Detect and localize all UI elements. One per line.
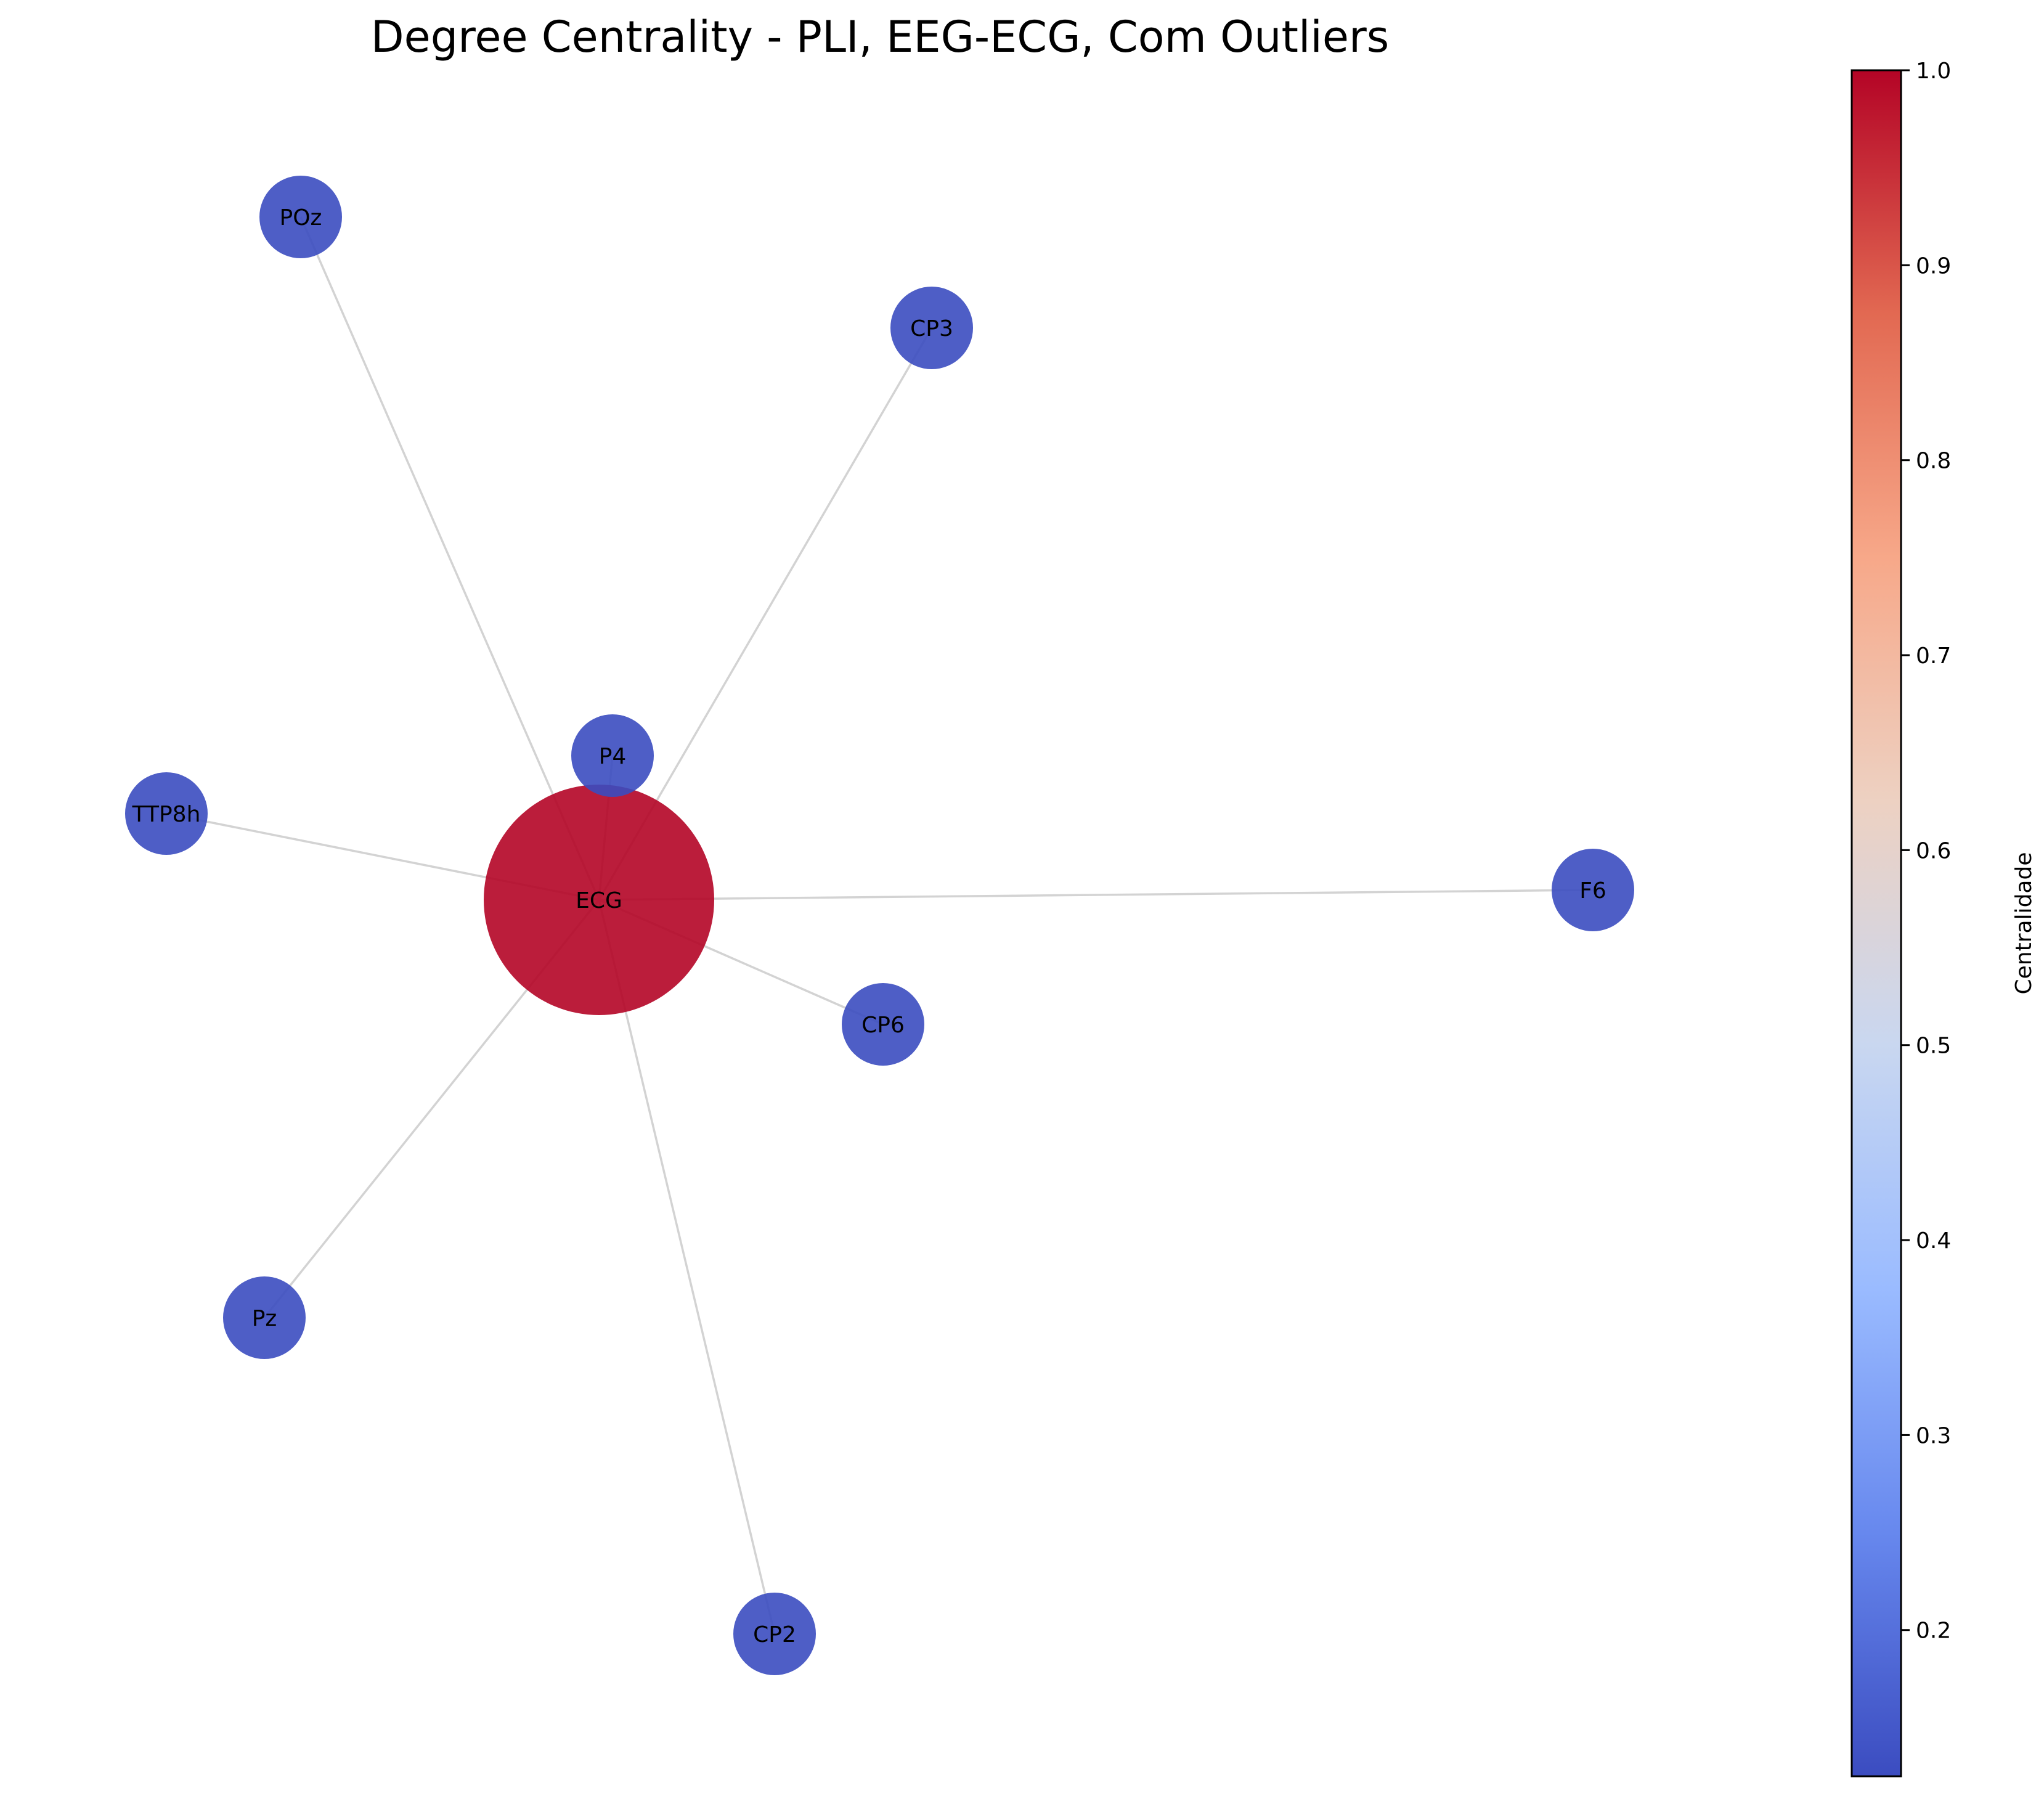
colorbar-tick-label: 0.4 [1916,1228,1951,1254]
colorbar-gradient [1851,69,1902,1778]
colorbar-tick-label: 0.8 [1916,449,1951,474]
colorbar-tick-label: 0.2 [1916,1618,1951,1644]
node-label-cp6: CP6 [861,1013,905,1038]
edge-ecg-f6 [598,889,1594,901]
node-circle-ttp8h [125,772,208,855]
chart-title: Degree Centrality - PLI, EEG-ECG, Com Ou… [371,12,1389,62]
node-label-pz: Pz [252,1306,277,1331]
colorbar-tick-label: 0.3 [1916,1423,1951,1448]
node-label-cp2: CP2 [753,1622,796,1647]
node-circle-cp6 [842,983,924,1066]
node-circle-p4 [571,714,654,797]
node-label-ttp8h: TTP8h [132,802,201,827]
colorbar-label: Centralidade [2011,852,2037,995]
nodes-layer: ECG POz CP3 TTP8h F6 CP6 Pz CP2 P4 [125,176,1634,1675]
node-cp3: CP3 [890,287,973,369]
colorbar-tick-label: 0.7 [1916,643,1951,669]
node-cp6: CP6 [842,983,924,1066]
node-circle-cp2 [733,1593,816,1675]
node-label-cp3: CP3 [910,316,953,341]
edge-ecg-cp2 [598,899,776,1635]
node-cp2: CP2 [733,1593,816,1675]
edges-layer [166,216,1594,1635]
colorbar-tick-label: 0.6 [1916,838,1951,863]
node-circle-cp3 [890,287,973,369]
node-circle-ecg [484,785,714,1015]
node-circle-pz [223,1276,306,1359]
node-label-poz: POz [280,205,322,231]
colorbar-tick-label: 0.5 [1916,1034,1951,1059]
node-p4: P4 [571,714,654,797]
node-circle-poz [259,176,342,258]
node-label-f6: F6 [1579,878,1606,904]
node-label-p4: P4 [599,744,627,769]
edge-ecg-poz [299,216,600,900]
node-circle-f6 [1552,849,1634,931]
node-ecg: ECG [484,785,714,1015]
colorbar-tick-label: 0.9 [1916,253,1951,279]
node-label-ecg: ECG [576,888,622,913]
node-poz: POz [259,176,342,258]
colorbar-ticks: 0.2 0.3 0.4 0.5 0.6 0.7 0.8 0.9 1.0 [1901,59,1951,1644]
node-pz: Pz [223,1276,306,1359]
colorbar-tick-label: 1.0 [1916,59,1951,84]
node-f6: F6 [1552,849,1634,931]
node-ttp8h: TTP8h [125,772,208,855]
colorbar: 0.2 0.3 0.4 0.5 0.6 0.7 0.8 0.9 1.0 Centralidade [1851,59,2037,1778]
